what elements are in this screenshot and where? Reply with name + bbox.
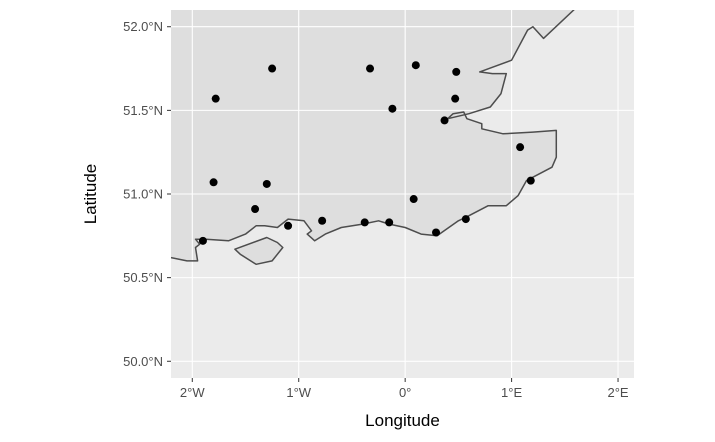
points-layer <box>198 61 535 245</box>
x-tick-label: 2°E <box>607 385 628 400</box>
land-mainland <box>171 10 574 261</box>
map-point <box>461 215 470 224</box>
map-point <box>360 218 369 227</box>
graticule <box>171 10 634 378</box>
y-axis-title: Latitude <box>81 164 100 225</box>
map-point <box>388 104 397 113</box>
y-tick-label: 50.0°N <box>123 354 163 369</box>
coastline-mainland <box>171 10 575 262</box>
y-tick-label: 52.0°N <box>123 19 163 34</box>
x-tick-label: 2°W <box>180 385 205 400</box>
x-tick-label: 1°W <box>286 385 311 400</box>
map-point <box>452 67 461 76</box>
map-point <box>318 216 327 225</box>
map-point <box>432 228 441 237</box>
x-tick-label: 0° <box>399 385 411 400</box>
map-point <box>440 116 449 125</box>
x-tick-label: 1°E <box>501 385 522 400</box>
map-point <box>209 178 218 187</box>
y-tick-label: 51.5°N <box>123 103 163 118</box>
map-point <box>409 195 418 204</box>
map-point <box>211 94 220 103</box>
map-point <box>411 61 420 70</box>
map-point <box>516 143 525 152</box>
map-point <box>451 94 460 103</box>
x-axis-title: Longitude <box>365 411 440 430</box>
map-point <box>284 221 293 230</box>
coastline-layer <box>171 10 575 266</box>
map-point <box>262 179 271 188</box>
y-tick-label: 51.0°N <box>123 187 163 202</box>
x-axis: 2°W 1°W 0° 1°E 2°E <box>180 378 629 400</box>
map-point <box>268 64 277 73</box>
map-point <box>385 218 394 227</box>
y-axis: 50.0°N 50.5°N 51.0°N 51.5°N 52.0°N <box>123 19 171 369</box>
coastline-island <box>234 236 284 266</box>
y-tick-label: 50.5°N <box>123 270 163 285</box>
map-point <box>366 64 375 73</box>
map-point <box>526 176 535 185</box>
map-point <box>198 236 207 245</box>
map-point <box>251 205 260 214</box>
